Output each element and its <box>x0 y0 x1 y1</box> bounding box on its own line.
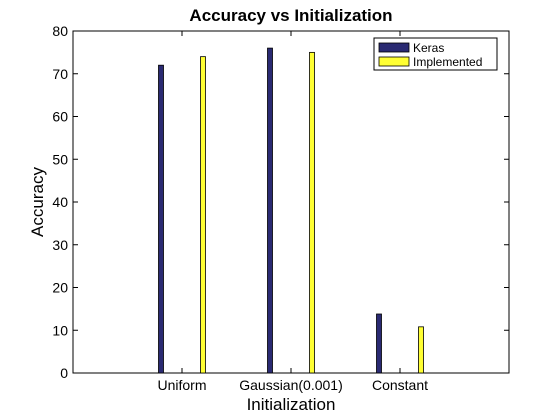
bar-keras <box>376 313 382 374</box>
y-axis-label: Accuracy <box>28 167 47 237</box>
bars <box>158 47 424 374</box>
bar-implemented <box>418 326 424 374</box>
bar-implemented <box>309 51 315 374</box>
chart-title: Accuracy vs Initialization <box>189 6 392 25</box>
y-tick-label: 70 <box>52 66 68 82</box>
bar-keras <box>158 64 164 374</box>
y-tick-label: 50 <box>52 151 68 167</box>
x-axis-label: Initialization <box>247 395 336 414</box>
y-tick-label: 60 <box>52 109 68 125</box>
bar-keras <box>267 47 273 374</box>
y-tick-label: 10 <box>52 322 68 338</box>
y-tick-label: 20 <box>52 280 68 296</box>
plot-area <box>72 30 510 374</box>
x-tick-label: Uniform <box>157 377 206 393</box>
axis-ticks: 0 10 20 30 40 50 60 70 80 Uniform Gaussian(0.001) C… <box>52 23 509 393</box>
y-tick-label: 0 <box>60 365 68 381</box>
x-tick-label: Gaussian(0.001) <box>239 377 343 393</box>
y-tick-label: 80 <box>52 23 68 39</box>
bar-implemented <box>200 56 206 374</box>
x-tick-label: Constant <box>372 377 428 393</box>
legend: Keras Implemented <box>373 37 498 71</box>
legend-swatch-implemented <box>378 56 410 67</box>
y-tick-label: 30 <box>52 237 68 253</box>
y-tick-label: 40 <box>52 194 68 210</box>
legend-label-implemented: Implemented <box>413 55 482 69</box>
legend-swatch-keras <box>378 42 410 53</box>
legend-label-keras: Keras <box>413 41 444 55</box>
